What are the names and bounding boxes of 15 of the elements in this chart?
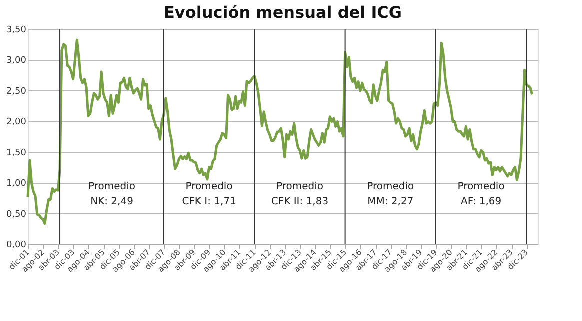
- annotation: Promedio NK: 2,49: [88, 182, 136, 208]
- y-tick-label: 1,50: [6, 148, 27, 158]
- y-tick-label: 0,50: [6, 210, 27, 220]
- y-tick-label: 2,00: [6, 118, 27, 128]
- annotation: Promedio CFK I: 1,71: [182, 182, 236, 208]
- annotation: Promedio CFK II: 1,83: [271, 182, 329, 208]
- y-tick-label: 3,00: [6, 56, 27, 66]
- chart-title: Evolución mensual del ICG: [164, 3, 402, 22]
- y-tick-label: 0,00: [6, 240, 27, 250]
- y-tick-label: 3,50: [6, 26, 27, 36]
- annotation: Promedio MM: 2,27: [367, 182, 414, 208]
- annotation: Promedio AF: 1,69: [458, 182, 505, 208]
- y-tick-label: 2,50: [6, 86, 27, 97]
- y-tick-label: 1,00: [6, 179, 27, 190]
- line-series: [26, 38, 534, 225]
